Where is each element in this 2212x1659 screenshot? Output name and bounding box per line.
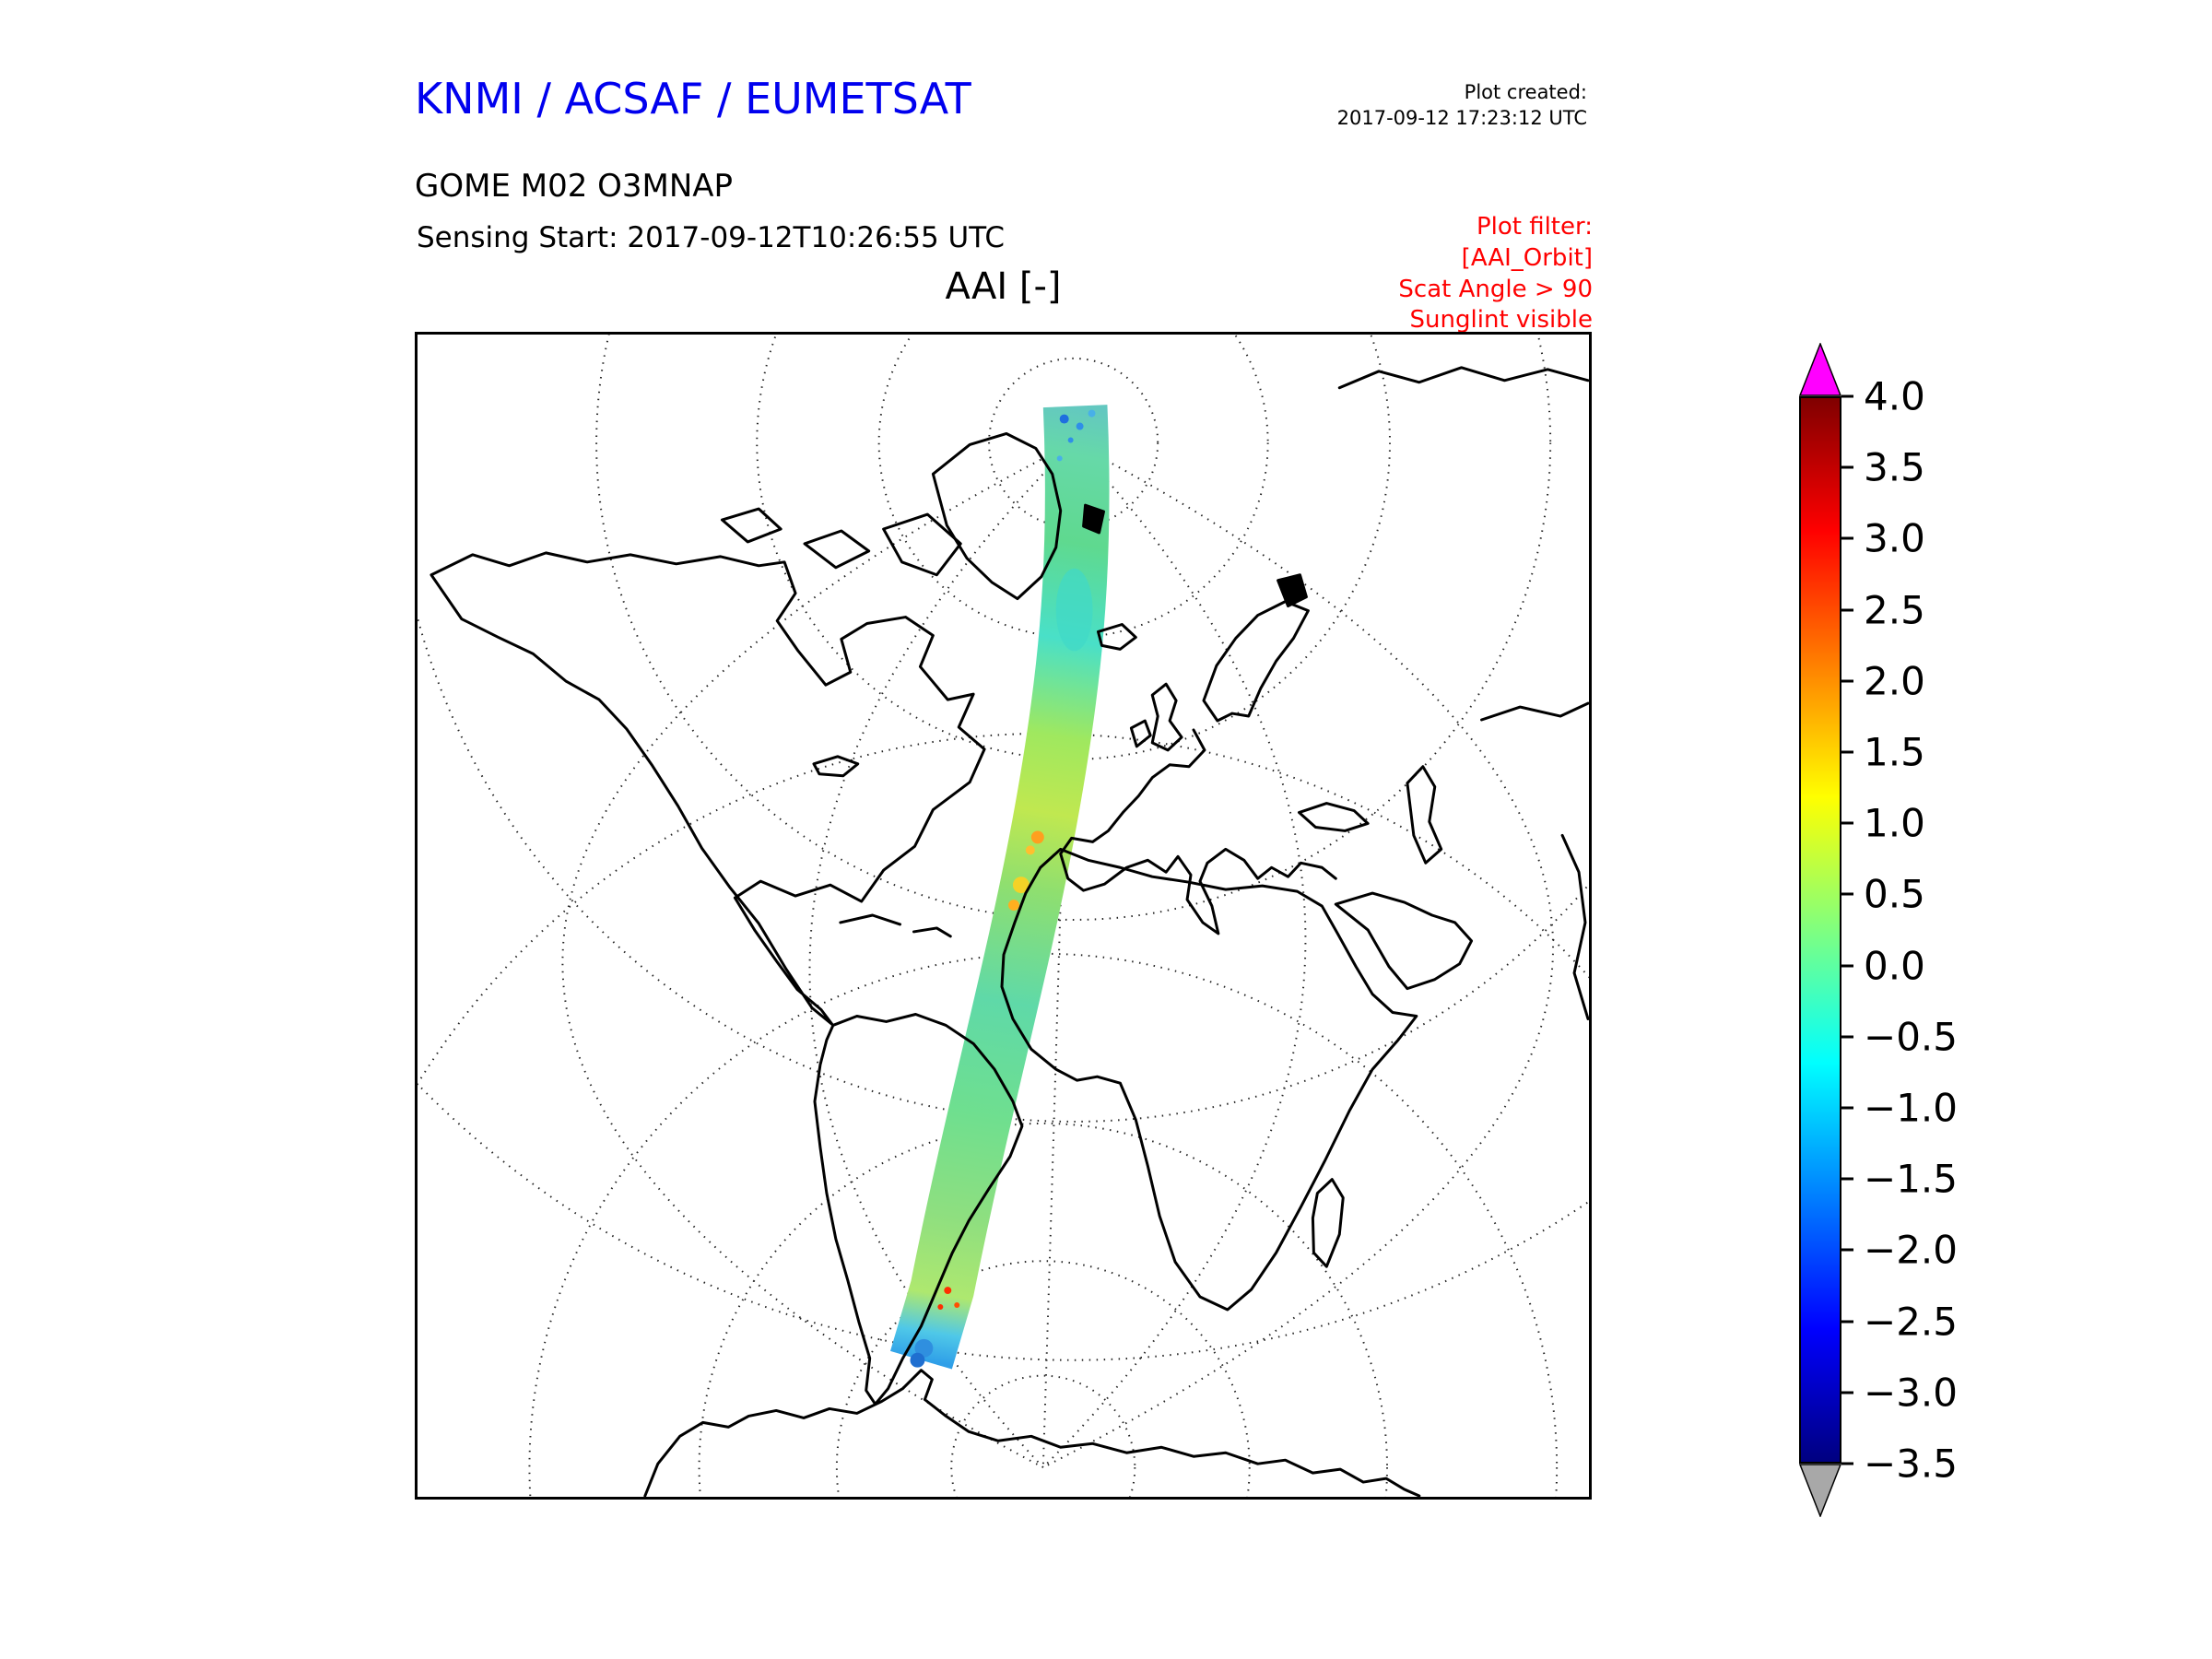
colorbar-tick xyxy=(1841,536,1853,540)
colorbar-under-arrow-shape xyxy=(1799,1464,1841,1517)
colorbar-tick-label: 4.0 xyxy=(1864,373,1925,419)
colorbar-tick-label: 2.5 xyxy=(1864,587,1925,633)
product-name: GOME M02 O3MNAP xyxy=(415,168,734,205)
colorbar-tick xyxy=(1841,1035,1853,1039)
colorbar-tick xyxy=(1841,679,1853,683)
colorbar-tick-label: −2.5 xyxy=(1864,1299,1958,1345)
colorbar-tick xyxy=(1841,750,1853,754)
plot-created-value: 2017-09-12 17:23:12 UTC xyxy=(1336,107,1587,130)
coastlines xyxy=(429,366,1589,1497)
colorbar-tick xyxy=(1841,394,1853,398)
colorbar-tick xyxy=(1841,608,1853,612)
colorbar-tick xyxy=(1841,1320,1853,1324)
agency-title: KNMI / ACSAF / EUMETSAT xyxy=(415,74,971,124)
colorbar-tick-label: −0.5 xyxy=(1864,1014,1958,1060)
colorbar-tick xyxy=(1841,1106,1853,1110)
colorbar-tick-label: 1.0 xyxy=(1864,800,1925,846)
colorbar-tick-label: −3.0 xyxy=(1864,1370,1958,1416)
sensing-start: Sensing Start: 2017-09-12T10:26:55 UTC xyxy=(417,221,1005,254)
colorbar-over-arrow xyxy=(1799,343,1841,396)
colorbar-tick-label: −1.0 xyxy=(1864,1085,1958,1131)
colorbar-tick xyxy=(1841,1248,1853,1252)
colorbar-tick-label: −2.0 xyxy=(1864,1227,1958,1273)
colorbar-tick xyxy=(1841,465,1853,469)
colorbar-tick-label: −1.5 xyxy=(1864,1156,1958,1202)
plot-filter-block: Plot filter: [AAI_Orbit] Scat Angle > 90 S… xyxy=(1398,212,1593,336)
colorbar-tick-label: 0.5 xyxy=(1864,871,1925,917)
colorbar: 4.0 3.5 3.0 2.5 2.0 1.5 1.0 0.5 0.0 −0.5 −1.0 −1.5 −… xyxy=(1799,343,2094,1523)
colorbar-tick xyxy=(1841,964,1853,968)
plot-filter-line: [AAI_Orbit] xyxy=(1461,243,1593,272)
colorbar-tick-label: 2.0 xyxy=(1864,658,1925,704)
colorbar-tick-label: 0.0 xyxy=(1864,943,1925,989)
swath-layer xyxy=(890,405,1110,1370)
plot-filter-lines: [AAI_Orbit] Scat Angle > 90 Sunglint visib… xyxy=(1398,243,1593,336)
colorbar-over-arrow-shape xyxy=(1799,343,1841,396)
colorbar-tick xyxy=(1841,1177,1853,1181)
map-title: AAI [-] xyxy=(945,265,1062,308)
map-frame xyxy=(415,332,1592,1500)
colorbar-tick-label: 1.5 xyxy=(1864,729,1925,775)
plot-filter-line: Scat Angle > 90 xyxy=(1398,275,1593,303)
colorbar-ticks: 4.0 3.5 3.0 2.5 2.0 1.5 1.0 0.5 0.0 −0.5 −1.0 −1.5 −… xyxy=(1799,374,2094,1487)
colorbar-tick xyxy=(1841,892,1853,896)
plot-filter-label: Plot filter: xyxy=(1476,213,1593,241)
colorbar-under-arrow xyxy=(1799,1464,1841,1517)
plot-created-block: Plot created: 2017-09-12 17:23:12 UTC xyxy=(1337,79,1587,132)
colorbar-tick xyxy=(1841,1462,1853,1465)
colorbar-bar xyxy=(1799,396,1841,1464)
colorbar-tick-label: −3.5 xyxy=(1864,1441,1958,1487)
world-map xyxy=(418,335,1589,1497)
plot-filter-line: Sunglint visible xyxy=(1409,306,1593,335)
colorbar-tick-label: 3.5 xyxy=(1864,444,1925,490)
swath-stripe xyxy=(890,405,1110,1370)
colorbar-tick xyxy=(1841,1391,1853,1394)
colorbar-tick-label: 3.0 xyxy=(1864,515,1925,561)
plot-created-label: Plot created: xyxy=(1464,81,1587,103)
colorbar-tick xyxy=(1841,821,1853,825)
